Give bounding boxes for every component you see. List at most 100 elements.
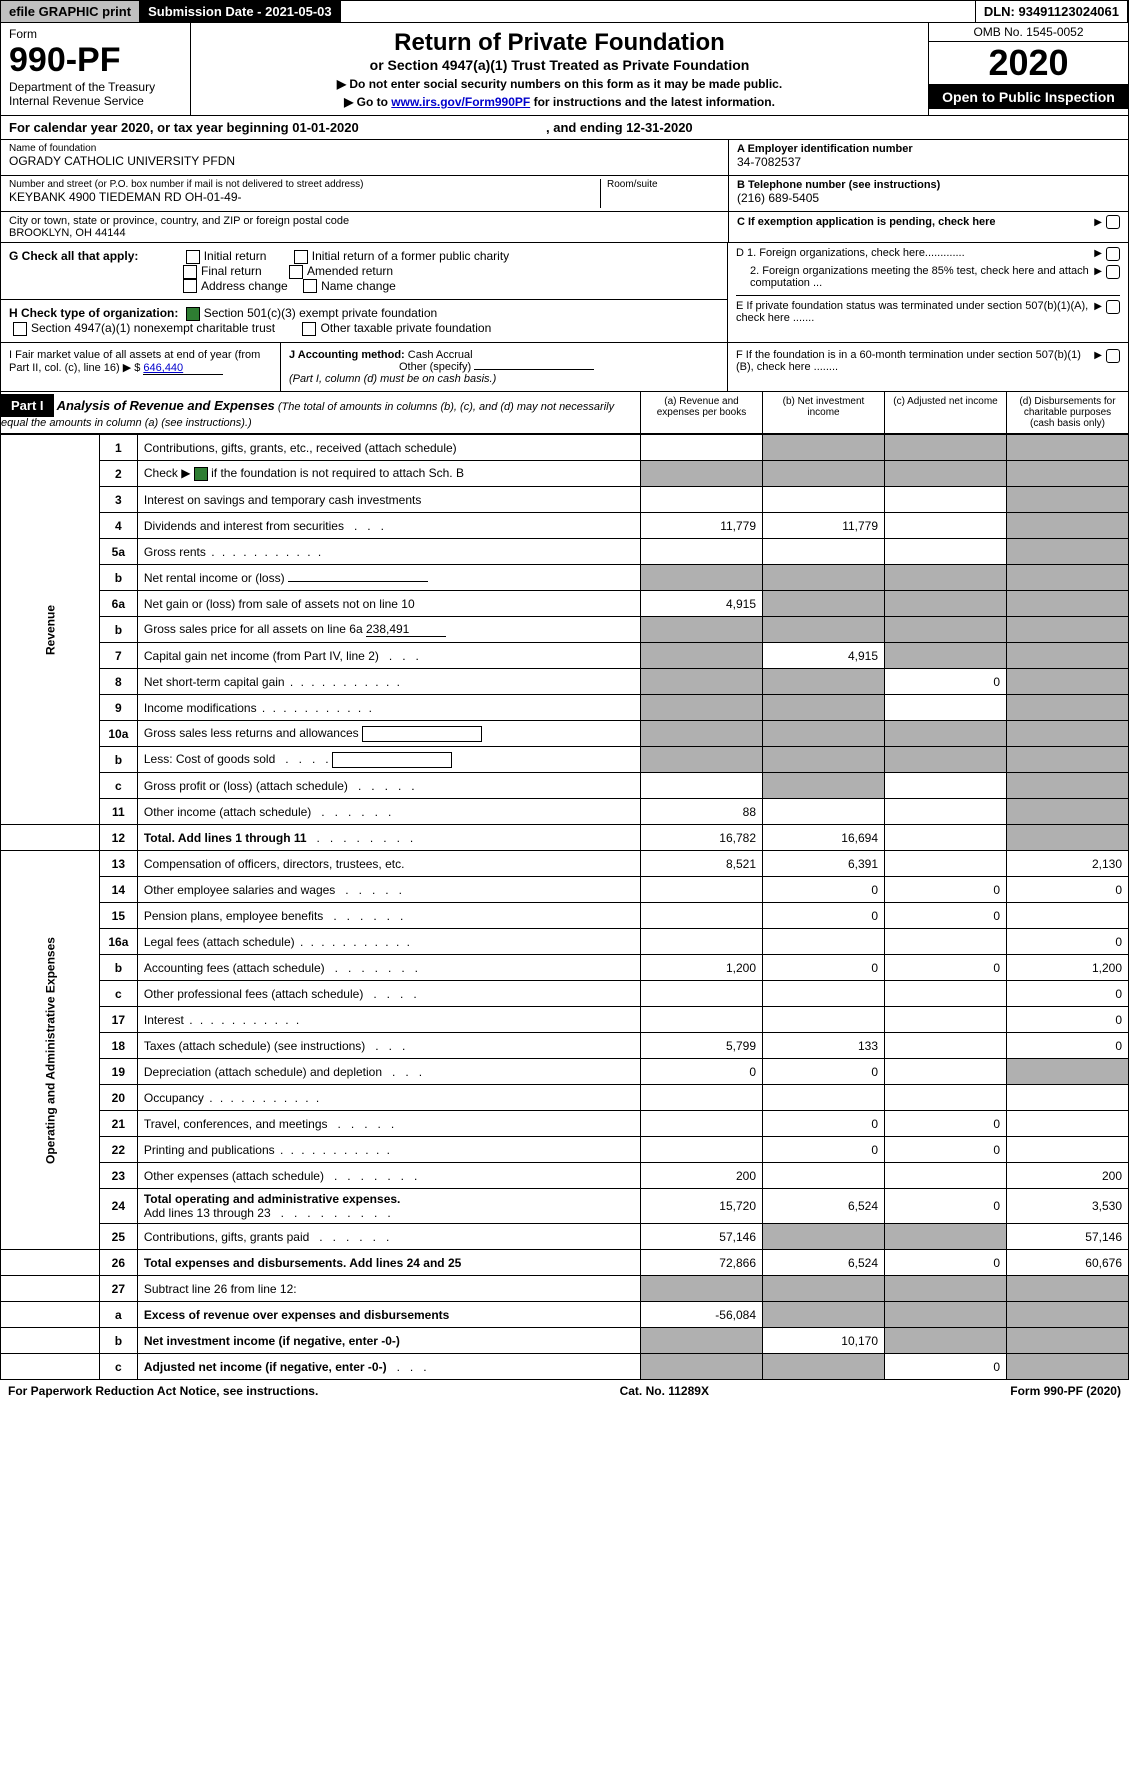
note-link: ▶ Go to www.irs.gov/Form990PF for instru… <box>197 95 922 109</box>
row-27-desc: Subtract line 26 from line 12: <box>137 1276 640 1302</box>
city-label: City or town, state or province, country… <box>9 215 720 227</box>
d2-checkbox[interactable] <box>1106 265 1120 279</box>
dln: DLN: 93491123024061 <box>976 1 1128 22</box>
h-4947-checkbox[interactable] <box>13 322 27 336</box>
tel-label: B Telephone number (see instructions) <box>737 179 1120 191</box>
row-19-desc: Depreciation (attach schedule) and deple… <box>137 1059 640 1085</box>
col-b-header: (b) Net investment income <box>762 392 884 433</box>
col-a-header: (a) Revenue and expenses per books <box>640 392 762 433</box>
revenue-sidebar: Revenue <box>1 435 100 825</box>
col-d-header: (d) Disbursements for charitable purpose… <box>1006 392 1128 433</box>
row-22-desc: Printing and publications <box>137 1137 640 1163</box>
form-subtitle: or Section 4947(a)(1) Trust Treated as P… <box>197 57 922 73</box>
row-1-desc: Contributions, gifts, grants, etc., rece… <box>137 435 640 461</box>
row-12-desc: Total. Add lines 1 through 11 . . . . . … <box>137 825 640 851</box>
row-5a-desc: Gross rents <box>137 539 640 565</box>
row-6a-desc: Net gain or (loss) from sale of assets n… <box>137 591 640 617</box>
row-26-desc: Total expenses and disbursements. Add li… <box>137 1250 640 1276</box>
expenses-sidebar: Operating and Administrative Expenses <box>1 851 100 1250</box>
g-amended-checkbox[interactable] <box>289 265 303 279</box>
row-8-desc: Net short-term capital gain <box>137 669 640 695</box>
row-10a-desc: Gross sales less returns and allowances <box>137 721 640 747</box>
form-title: Return of Private Foundation <box>197 29 922 57</box>
row-20-desc: Occupancy <box>137 1085 640 1111</box>
omb-number: OMB No. 1545-0052 <box>929 23 1128 42</box>
ein-label: A Employer identification number <box>737 143 1120 155</box>
c-exemption-label: C If exemption application is pending, c… <box>737 216 1094 228</box>
f-label: F If the foundation is in a 60-month ter… <box>736 349 1094 385</box>
ein-value: 34-7082537 <box>737 155 1120 169</box>
open-public: Open to Public Inspection <box>929 85 1128 109</box>
tax-year: 2020 <box>929 42 1128 85</box>
note-ssn: ▶ Do not enter social security numbers o… <box>197 77 922 91</box>
page-footer: For Paperwork Reduction Act Notice, see … <box>0 1380 1129 1402</box>
part1-title: Analysis of Revenue and Expenses <box>57 398 275 413</box>
g-label: G Check all that apply: <box>9 249 138 263</box>
submission-date: Submission Date - 2021-05-03 <box>140 1 341 22</box>
irs-link[interactable]: www.irs.gov/Form990PF <box>391 95 530 109</box>
form-header: Form 990-PF Department of the Treasury I… <box>0 23 1129 116</box>
addr-label: Number and street (or P.O. box number if… <box>9 179 600 190</box>
row-16c-desc: Other professional fees (attach schedule… <box>137 981 640 1007</box>
row-13-desc: Compensation of officers, directors, tru… <box>137 851 640 877</box>
g-addr-change-checkbox[interactable] <box>183 279 197 293</box>
dept-label: Department of the Treasury <box>9 80 182 94</box>
arrow-icon <box>1094 216 1102 228</box>
irs-label: Internal Revenue Service <box>9 94 182 108</box>
f-checkbox[interactable] <box>1106 349 1120 363</box>
top-bar: efile GRAPHIC print Submission Date - 20… <box>0 0 1129 23</box>
g-name-change-checkbox[interactable] <box>303 279 317 293</box>
row-27c-desc: Adjusted net income (if negative, enter … <box>137 1354 640 1380</box>
row-27a-desc: Excess of revenue over expenses and disb… <box>137 1302 640 1328</box>
g-initial-former-checkbox[interactable] <box>294 250 308 264</box>
room-label: Room/suite <box>607 179 720 190</box>
row-10c-desc: Gross profit or (loss) (attach schedule)… <box>137 773 640 799</box>
row-25-desc: Contributions, gifts, grants paid . . . … <box>137 1224 640 1250</box>
row-16b-desc: Accounting fees (attach schedule) . . . … <box>137 955 640 981</box>
row-18-desc: Taxes (attach schedule) (see instruction… <box>137 1033 640 1059</box>
telephone: (216) 689-5405 <box>737 191 1120 205</box>
row-21-desc: Travel, conferences, and meetings . . . … <box>137 1111 640 1137</box>
row-9-desc: Income modifications <box>137 695 640 721</box>
row-24-desc: Total operating and administrative expen… <box>137 1189 640 1224</box>
row-11-desc: Other income (attach schedule) . . . . .… <box>137 799 640 825</box>
row-4-desc: Dividends and interest from securities .… <box>137 513 640 539</box>
row-2-checkbox[interactable] <box>194 467 208 481</box>
g-initial-checkbox[interactable] <box>186 250 200 264</box>
e-checkbox[interactable] <box>1106 300 1120 314</box>
row-14-desc: Other employee salaries and wages . . . … <box>137 877 640 903</box>
row-15-desc: Pension plans, employee benefits . . . .… <box>137 903 640 929</box>
col-c-header: (c) Adjusted net income <box>884 392 1006 433</box>
h-other-checkbox[interactable] <box>302 322 316 336</box>
footer-right: Form 990-PF (2020) <box>1010 1384 1121 1398</box>
j-note: (Part I, column (d) must be on cash basi… <box>289 373 496 385</box>
row-17-desc: Interest <box>137 1007 640 1033</box>
d1-checkbox[interactable] <box>1106 247 1120 261</box>
c-checkbox[interactable] <box>1106 215 1120 229</box>
foundation-name: OGRADY CATHOLIC UNIVERSITY PFDN <box>9 154 720 168</box>
street-address: KEYBANK 4900 TIEDEMAN RD OH-01-49- <box>9 190 600 204</box>
h-501c3-checkbox[interactable] <box>186 307 200 321</box>
i-fmv-value[interactable]: 646,440 <box>143 362 223 375</box>
city-state-zip: BROOKLYN, OH 44144 <box>9 227 720 239</box>
row-23-desc: Other expenses (attach schedule) . . . .… <box>137 1163 640 1189</box>
analysis-table: Revenue 1Contributions, gifts, grants, e… <box>0 434 1129 1380</box>
row-27b-desc: Net investment income (if negative, ente… <box>137 1328 640 1354</box>
d1-label: D 1. Foreign organizations, check here..… <box>736 247 1094 261</box>
form-label: Form <box>9 27 182 41</box>
form-number: 990-PF <box>9 41 182 80</box>
e-label: E If private foundation status was termi… <box>736 300 1094 324</box>
row-5b-desc: Net rental income or (loss) <box>137 565 640 591</box>
row-6b-desc: Gross sales price for all assets on line… <box>137 617 640 643</box>
identification-block: Name of foundation OGRADY CATHOLIC UNIVE… <box>0 140 1129 243</box>
part1-header: Part I Analysis of Revenue and Expenses … <box>0 392 1129 434</box>
part1-tab: Part I <box>1 394 54 417</box>
j-label: J Accounting method: <box>289 349 405 361</box>
row-7-desc: Capital gain net income (from Part IV, l… <box>137 643 640 669</box>
g-final-checkbox[interactable] <box>183 265 197 279</box>
name-label: Name of foundation <box>9 143 720 154</box>
efile-label[interactable]: efile GRAPHIC print <box>1 1 140 22</box>
row-3-desc: Interest on savings and temporary cash i… <box>137 487 640 513</box>
row-2-desc: Check ▶ if the foundation is not require… <box>137 461 640 487</box>
footer-left: For Paperwork Reduction Act Notice, see … <box>8 1384 318 1398</box>
